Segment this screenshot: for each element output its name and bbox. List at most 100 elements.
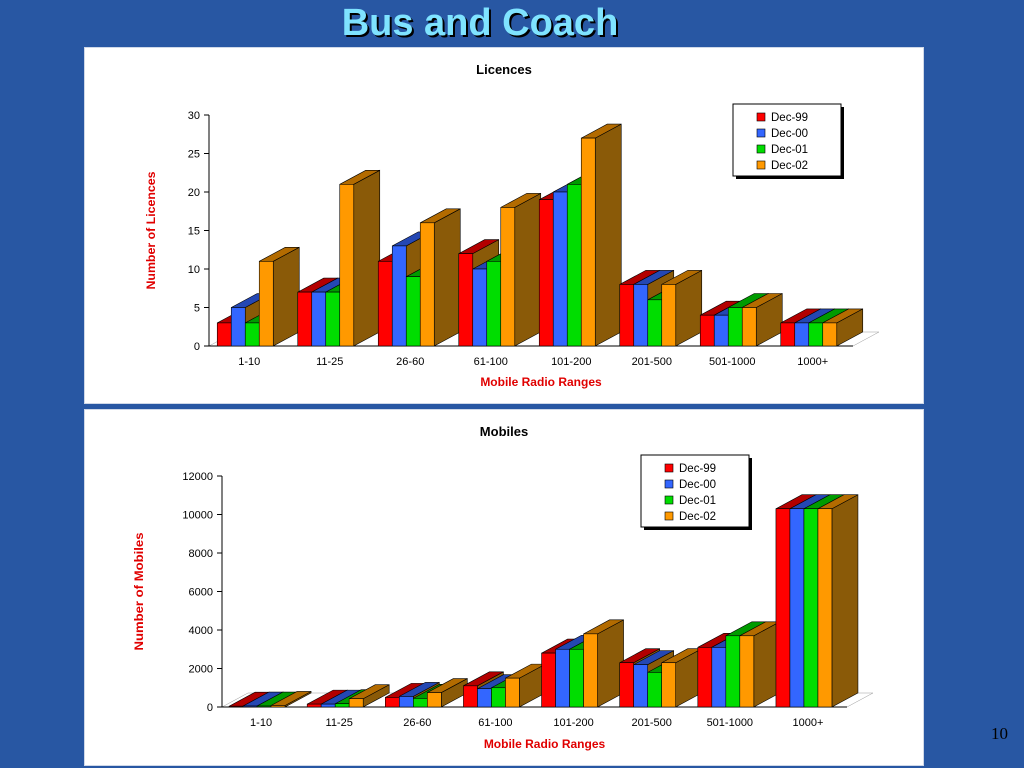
bar-dec-02-101-200 [580,137,596,347]
bar-dec-02-61-100 [505,677,520,708]
x-tick-label: 1-10 [238,356,260,368]
x-tick-label: 101-200 [553,717,593,729]
y-tick-label: 20 [188,187,200,199]
bar-dec-00-26-60 [391,245,407,347]
bar-dec-99-1-10 [228,705,244,708]
bar-dec-00-61-100 [477,688,492,708]
bar-dec-99-11-25 [306,703,322,708]
bar-dec-01-101-200 [569,648,584,708]
legend-label-dec-99: Dec-99 [771,112,808,124]
bar-dec-00-26-60 [399,696,414,708]
legend [640,454,750,528]
bar-dec-99-26-60 [385,697,400,708]
bar-dec-02-1000 [817,508,833,708]
bar-dec-02-11-25-side [353,169,381,347]
bar-dec-00-1000 [789,508,805,708]
bar-dec-02-1000-side [831,494,859,708]
bar-dec-99-501-1000 [699,314,715,347]
bar-dec-02-26-60-side [433,208,461,347]
bar-dec-00-101-200 [552,191,568,347]
bar-dec-02-1-10-side [272,246,300,347]
bar-dec-02-26-60 [419,222,435,347]
bar-dec-01-26-60 [413,698,428,708]
x-tick-label: 1000+ [797,356,828,368]
bar-dec-01-501-1000 [725,635,741,708]
bar-dec-99-501-1000 [697,647,713,708]
legend-label-dec-99: Dec-99 [679,463,716,475]
y-tick-label: 12000 [182,471,213,483]
bar-dec-01-26-60 [405,276,421,347]
y-tick-label: 25 [188,149,200,161]
bar-dec-99-61-100 [458,253,474,347]
x-tick-label: 1000+ [792,717,823,729]
bar-dec-02-11-25 [348,698,364,708]
x-axis-title: Mobile Radio Ranges [480,375,602,389]
bar-dec-00-61-100 [472,268,488,347]
legend-label-dec-01: Dec-01 [679,495,716,507]
bar-dec-01-201-500 [647,672,662,708]
bar-dec-99-26-60 [377,261,393,347]
bar-dec-02-61-100 [500,207,516,347]
bar-dec-00-1-10 [230,307,246,347]
bar-dec-99-101-200 [541,652,556,708]
bar-dec-01-501-1000 [727,307,743,347]
y-tick-label: 6000 [189,587,213,599]
bar-dec-02-201-500 [661,662,676,708]
y-tick-label: 15 [188,226,200,238]
x-tick-label: 26-60 [403,717,431,729]
bar-dec-99-61-100 [463,685,478,708]
x-tick-label: 26-60 [396,356,424,368]
bar-dec-00-1000 [794,322,810,347]
y-tick-label: 5 [194,303,200,315]
bar-dec-01-1-10 [256,705,272,708]
bar-dec-99-11-25 [297,291,313,347]
x-tick-label: 61-100 [474,356,508,368]
legend-swatch-dec-99 [664,463,674,473]
y-tick-label: 0 [207,702,213,714]
bar-dec-00-11-25 [320,703,336,708]
y-axis-title: Number of Mobiles [132,532,146,650]
slide-title: Bus and Coach [341,2,619,44]
bar-dec-02-1-10 [270,705,286,708]
y-tick-label: 0 [194,341,200,353]
bar-dec-00-501-1000 [711,647,727,708]
licences-chart-panel: Licences 0 5 10 15 20 25 30 1-10 11-25 26-60 61-100… [84,47,924,404]
bar-dec-01-201-500 [647,299,663,347]
y-tick-label: 2000 [189,664,213,676]
legend-swatch-dec-00 [756,128,766,138]
bar-dec-02-1-10 [258,261,274,347]
y-tick-label: 8000 [189,548,213,560]
bar-dec-99-1000 [775,508,791,708]
bar-dec-01-11-25 [334,703,350,708]
mobiles-chart-panel: Mobiles 0 2000 4000 6000 8000 10000 12000 1-10 11… [84,409,924,766]
x-axis-title: Mobile Radio Ranges [484,737,606,751]
bar-dec-99-201-500 [619,662,634,708]
legend-label-dec-00: Dec-00 [771,128,808,140]
bar-dec-01-101-200 [566,184,582,347]
bar-dec-02-1000 [822,322,838,347]
bar-dec-01-61-100 [491,687,506,708]
bar-dec-01-1000 [803,508,819,708]
bar-dec-02-101-200-side [594,123,622,347]
bar-dec-99-1-10 [216,322,232,347]
legend-swatch-dec-02 [664,511,674,521]
legend-label-dec-01: Dec-01 [771,144,808,156]
bar-dec-00-201-500 [633,664,648,708]
licences-chart: Licences 0 5 10 15 20 25 30 1-10 11-25 26-60 61-100… [144,62,880,389]
y-axis-title: Number of Licences [144,171,158,289]
x-tick-label: 501-1000 [707,717,754,729]
bar-dec-99-201-500 [619,284,635,347]
chart-title: Mobiles [480,424,528,439]
bar-dec-02-501-1000 [739,635,755,708]
legend-label-dec-00: Dec-00 [679,479,716,491]
x-tick-label: 11-25 [326,717,353,729]
bar-dec-01-61-100 [486,261,502,347]
y-tick-label: 10000 [182,510,213,522]
bar-dec-00-501-1000 [713,314,729,347]
legend-swatch-dec-01 [664,495,674,505]
bar-dec-00-11-25 [311,291,327,347]
bar-dec-02-101-200 [583,633,598,708]
legend-label-dec-02: Dec-02 [771,160,808,172]
legend-swatch-dec-99 [756,112,766,122]
legend [732,103,842,177]
